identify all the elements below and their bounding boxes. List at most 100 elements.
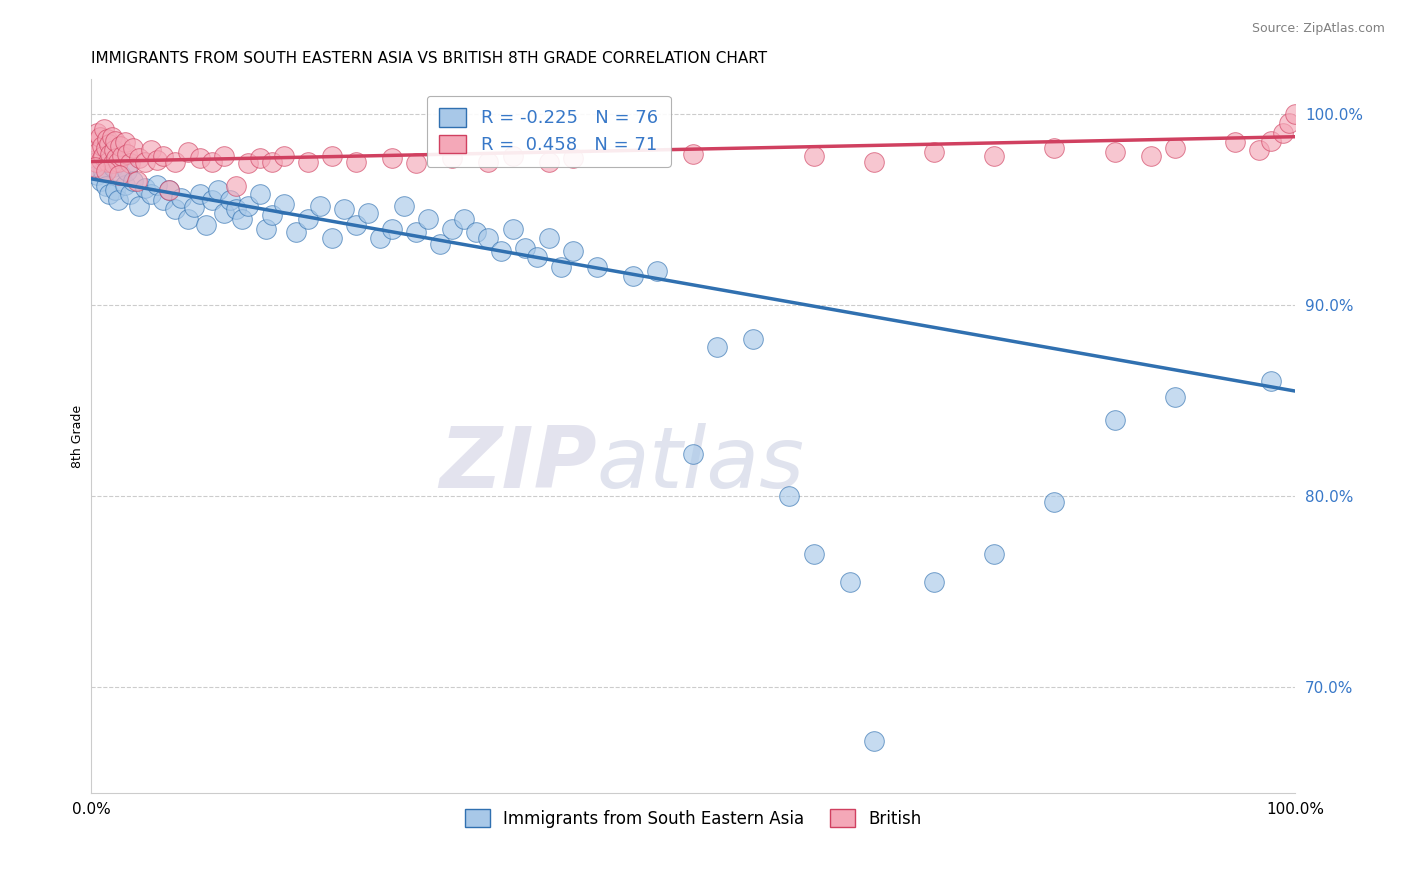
Point [357, 206, 380, 220]
Point [465, 225, 488, 239]
Point [862, 734, 884, 748]
Point [103, 143, 125, 157]
Point [405, 225, 427, 239]
Point [110, 168, 132, 182]
Point [392, 198, 415, 212]
Point [260, 208, 283, 222]
Point [231, 211, 253, 226]
Point [152, 193, 174, 207]
Point [333, 202, 356, 217]
Point [108, 139, 131, 153]
Point [128, 151, 150, 165]
Point [1260, 375, 1282, 389]
Point [212, 206, 235, 220]
Point [97, 154, 120, 169]
Point [134, 154, 156, 169]
Point [159, 183, 181, 197]
Point [418, 211, 440, 226]
Point [176, 145, 198, 159]
Point [114, 136, 136, 150]
Point [1278, 116, 1301, 130]
Point [108, 168, 131, 182]
Point [94, 141, 117, 155]
Point [344, 218, 367, 232]
Point [309, 198, 332, 212]
Point [84, 154, 107, 169]
Point [537, 231, 560, 245]
Point [122, 141, 145, 155]
Point [86, 168, 108, 182]
Point [100, 129, 122, 144]
Point [165, 202, 187, 217]
Point [983, 547, 1005, 561]
Point [107, 154, 129, 169]
Y-axis label: 8th Grade: 8th Grade [72, 404, 84, 467]
Point [98, 137, 121, 152]
Point [141, 187, 163, 202]
Point [194, 218, 217, 232]
Point [321, 149, 343, 163]
Point [111, 149, 134, 163]
Point [146, 178, 169, 192]
Point [114, 178, 136, 192]
Point [146, 153, 169, 167]
Point [98, 187, 121, 202]
Point [1272, 126, 1295, 140]
Point [165, 154, 187, 169]
Point [134, 181, 156, 195]
Point [1247, 143, 1270, 157]
Point [645, 263, 668, 277]
Point [188, 151, 211, 165]
Point [89, 129, 111, 144]
Point [742, 333, 765, 347]
Point [453, 211, 475, 226]
Point [502, 221, 524, 235]
Text: IMMIGRANTS FROM SOUTH EASTERN ASIA VS BRITISH 8TH GRADE CORRELATION CHART: IMMIGRANTS FROM SOUTH EASTERN ASIA VS BR… [91, 51, 768, 66]
Point [118, 187, 141, 202]
Point [83, 161, 105, 175]
Point [922, 575, 945, 590]
Point [381, 221, 404, 235]
Text: atlas: atlas [598, 423, 804, 506]
Point [225, 179, 247, 194]
Point [86, 126, 108, 140]
Point [218, 193, 240, 207]
Point [104, 183, 127, 197]
Point [83, 136, 105, 150]
Point [1284, 107, 1306, 121]
Point [621, 269, 644, 284]
Point [249, 151, 271, 165]
Point [254, 221, 277, 235]
Point [105, 151, 128, 165]
Point [429, 236, 451, 251]
Point [477, 154, 499, 169]
Point [381, 151, 404, 165]
Point [489, 244, 512, 259]
Point [779, 489, 801, 503]
Point [321, 231, 343, 245]
Point [273, 149, 295, 163]
Point [200, 154, 222, 169]
Point [803, 547, 825, 561]
Point [1104, 145, 1126, 159]
Point [100, 147, 122, 161]
Point [159, 183, 181, 197]
Point [90, 153, 112, 167]
Point [117, 164, 139, 178]
Point [441, 221, 464, 235]
Legend: Immigrants from South Eastern Asia, British: Immigrants from South Eastern Asia, Brit… [458, 803, 928, 834]
Point [91, 164, 114, 178]
Point [104, 134, 127, 148]
Point [1164, 390, 1187, 404]
Point [200, 193, 222, 207]
Point [502, 149, 524, 163]
Point [1043, 141, 1066, 155]
Text: Source: ZipAtlas.com: Source: ZipAtlas.com [1251, 22, 1385, 36]
Point [983, 149, 1005, 163]
Point [513, 241, 536, 255]
Point [284, 225, 307, 239]
Point [188, 187, 211, 202]
Point [125, 174, 148, 188]
Text: ZIP: ZIP [439, 423, 598, 506]
Point [117, 147, 139, 161]
